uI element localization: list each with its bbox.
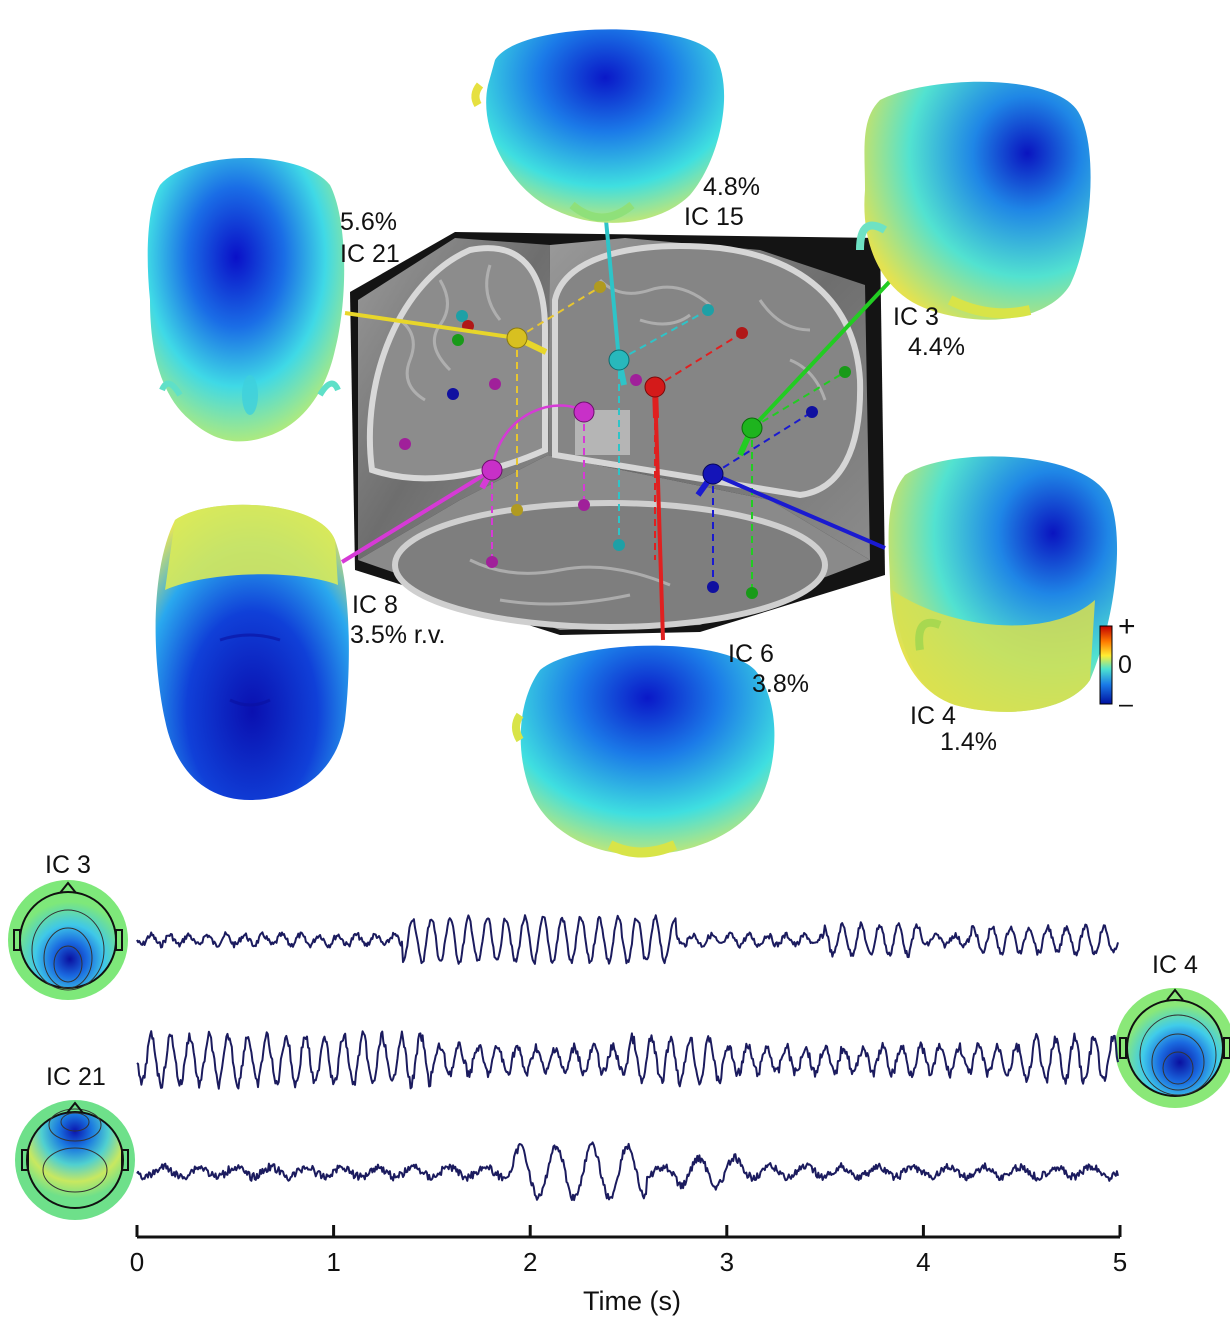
head-ic6 <box>512 645 775 858</box>
ic15-dot-sag <box>456 310 468 322</box>
time-tick-label: 3 <box>720 1247 734 1277</box>
time-tick-label: 2 <box>523 1247 537 1277</box>
topomap-ic3-label: IC 3 <box>45 851 91 879</box>
ic3-rv-label: 4.4% <box>908 333 965 361</box>
ic3-name-label: IC 3 <box>893 303 939 331</box>
ic21-projection <box>516 286 601 510</box>
ic4-rv-label: 1.4% <box>940 728 997 756</box>
ic21-dipole <box>506 327 548 355</box>
ic8-dot-bottom <box>486 556 498 568</box>
trace-ic21 <box>136 1141 1119 1202</box>
topomap-ic21: IC 21 <box>15 1063 135 1220</box>
ic21-connector <box>344 311 518 340</box>
ic4-dot-top <box>806 406 818 418</box>
ic8-rv-label: 3.5% r.v. <box>350 621 445 649</box>
ic3-connector <box>750 276 895 430</box>
ic8-projection <box>491 412 585 562</box>
topomap-ic21-label: IC 21 <box>46 1063 106 1091</box>
ic4-dot-sag <box>447 388 459 400</box>
ic6-dipole <box>644 376 666 419</box>
ic21-name-label: IC 21 <box>340 240 400 268</box>
time-tick-label: 1 <box>326 1247 340 1277</box>
colorbar: + 0 – <box>1099 610 1136 718</box>
trace-ic3 <box>136 914 1119 965</box>
ic3-dipole <box>737 417 763 457</box>
time-tick-label: 5 <box>1113 1247 1127 1277</box>
mri-axial-brain-outline <box>392 500 828 630</box>
head-ic8 <box>155 504 349 800</box>
ic8-dipole <box>479 401 595 490</box>
ic21-dot-bottom <box>511 504 523 516</box>
ic21-dot-top <box>594 281 606 293</box>
time-axis-title: Time (s) <box>583 1286 681 1316</box>
ic6-rv-label: 3.8% <box>752 670 809 698</box>
ic3-dot-top <box>839 366 851 378</box>
topomap-ic4-label: IC 4 <box>1152 951 1198 979</box>
ic6-connector <box>653 386 665 641</box>
ic8-name-label: IC 8 <box>352 591 398 619</box>
dipole-projection-dots <box>399 281 851 599</box>
head-ic21 <box>147 157 345 442</box>
ic3-dot-bottom <box>746 587 758 599</box>
colorbar-zero-label: 0 <box>1118 651 1132 679</box>
ic4-projection <box>712 411 813 587</box>
ic8-dot-sag2 <box>489 378 501 390</box>
head-connectors <box>340 219 895 641</box>
ic8-arc <box>490 404 585 471</box>
topomap-ic4: IC 4 <box>1115 951 1230 1108</box>
colorbar-minus-label: – <box>1119 690 1133 718</box>
head-labels: 5.6% IC 21 4.8% IC 15 IC 3 4.4% IC 8 3.5… <box>340 173 997 756</box>
ic4-dipole <box>695 463 724 497</box>
dipole-projections <box>491 286 846 593</box>
ic3-dot-sag <box>452 334 464 346</box>
ic8-connector <box>340 468 494 564</box>
head-ic4 <box>888 456 1118 712</box>
ic3-projection <box>751 371 846 593</box>
ic15-name-label: IC 15 <box>684 203 744 231</box>
time-axis: Time (s) 0 1 2 3 4 5 <box>130 1225 1127 1316</box>
head-ic3 <box>856 81 1091 320</box>
colorbar-plus-label: + <box>1118 610 1136 643</box>
ic8-dot-cor <box>630 374 642 386</box>
dipoles <box>479 327 763 497</box>
ic4-connector <box>712 472 886 550</box>
ic8-dot-side <box>578 499 590 511</box>
traces <box>136 914 1119 1202</box>
ic4-name-label: IC 4 <box>910 702 956 730</box>
head-ic15 <box>471 29 725 223</box>
ic21-rv-label: 5.6% <box>340 208 397 236</box>
mri-coronal-brain-outline <box>552 243 864 499</box>
ic15-dipole <box>608 349 630 386</box>
ic8-dot-sag1 <box>399 438 411 450</box>
ic15-connector <box>604 219 621 361</box>
ic6-name-label: IC 6 <box>728 640 774 668</box>
ic15-dot-bottom <box>613 539 625 551</box>
ic15-rv-label: 4.8% <box>703 173 760 201</box>
ic15-projection <box>618 309 709 545</box>
ic15-dot-top <box>702 304 714 316</box>
topomap-ic3: IC 3 <box>8 851 128 1000</box>
time-tick-label: 4 <box>916 1247 930 1277</box>
ic4-dot-bottom <box>707 581 719 593</box>
trace-ic4 <box>136 1030 1119 1090</box>
mri-sagittal-brain-outline <box>366 245 548 482</box>
time-tick-label: 0 <box>130 1247 144 1277</box>
ic6-dot-top <box>736 327 748 339</box>
mri-cube <box>350 232 885 635</box>
colorbar-gradient <box>1099 625 1113 705</box>
